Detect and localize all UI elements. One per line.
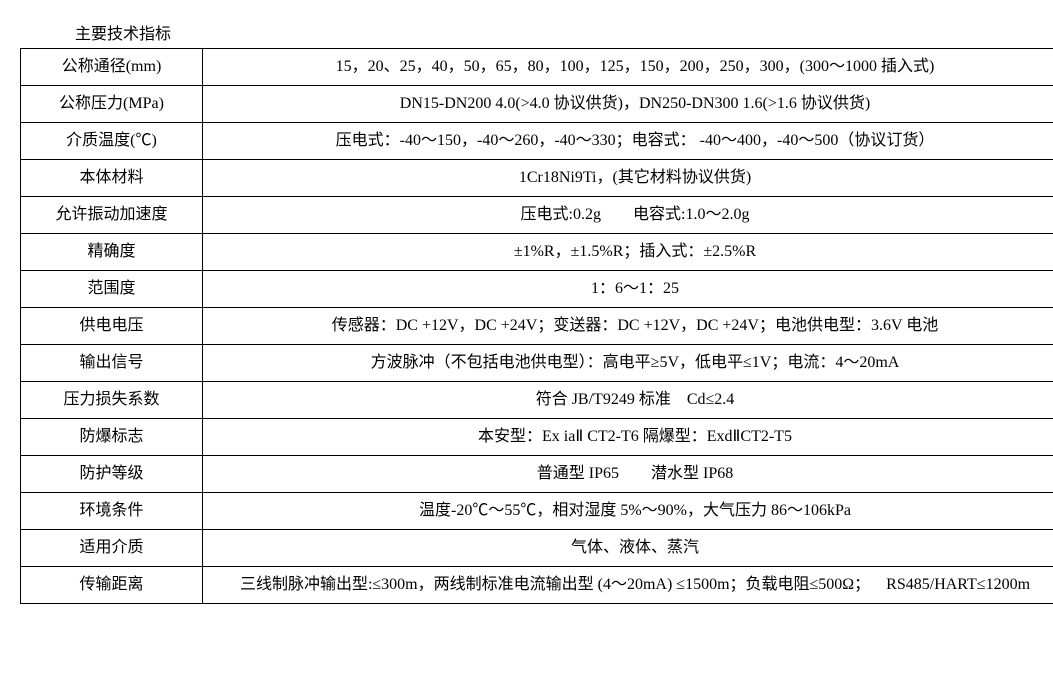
row-value: 普通型 IP65 潜水型 IP68	[203, 456, 1053, 493]
table-row: 适用介质气体、液体、蒸汽	[21, 530, 1053, 567]
row-value: 气体、液体、蒸汽	[203, 530, 1053, 567]
table-row: 压力损失系数符合 JB/T9249 标准 Cd≤2.4	[21, 382, 1053, 419]
table-row: 公称通径(mm)15，20、25，40，50，65，80，100，125，150…	[21, 49, 1053, 86]
row-value: 方波脉冲（不包括电池供电型）：高电平≥5V，低电平≤1V；电流：4～20mA	[203, 345, 1053, 382]
table-row: 介质温度(℃)压电式：-40～150，-40～260，-40～330；电容式： …	[21, 123, 1053, 160]
row-label: 精确度	[21, 234, 203, 271]
table-row: 环境条件温度-20℃～55℃，相对湿度 5%～90%，大气压力 86～106kP…	[21, 493, 1053, 530]
row-value: 压电式:0.2g 电容式:1.0～2.0g	[203, 197, 1053, 234]
row-label: 公称压力(MPa)	[21, 86, 203, 123]
row-label: 防爆标志	[21, 419, 203, 456]
spec-title: 主要技术指标	[20, 20, 1033, 44]
table-row: 传输距离三线制脉冲输出型:≤300m，两线制标准电流输出型 (4～20mA) ≤…	[21, 567, 1053, 604]
row-label: 供电电压	[21, 308, 203, 345]
row-label: 允许振动加速度	[21, 197, 203, 234]
row-value: 压电式：-40～150，-40～260，-40～330；电容式： -40～400…	[203, 123, 1053, 160]
row-label: 传输距离	[21, 567, 203, 604]
row-label: 介质温度(℃)	[21, 123, 203, 160]
table-row: 防爆标志本安型：Ex iaⅡ CT2-T6 隔爆型：ExdⅡCT2-T5	[21, 419, 1053, 456]
table-row: 公称压力(MPa)DN15-DN200 4.0(>4.0 协议供货)，DN250…	[21, 86, 1053, 123]
row-value: 三线制脉冲输出型:≤300m，两线制标准电流输出型 (4～20mA) ≤1500…	[203, 567, 1053, 604]
table-row: 防护等级普通型 IP65 潜水型 IP68	[21, 456, 1053, 493]
table-row: 输出信号方波脉冲（不包括电池供电型）：高电平≥5V，低电平≤1V；电流：4～20…	[21, 345, 1053, 382]
row-value: 传感器：DC +12V，DC +24V；变送器：DC +12V，DC +24V；…	[203, 308, 1053, 345]
row-label: 范围度	[21, 271, 203, 308]
row-value: 15，20、25，40，50，65，80，100，125，150，200，250…	[203, 49, 1053, 86]
row-value: ±1%R，±1.5%R；插入式：±2.5%R	[203, 234, 1053, 271]
spec-table-body: 公称通径(mm)15，20、25，40，50，65，80，100，125，150…	[21, 49, 1053, 604]
row-label: 本体材料	[21, 160, 203, 197]
spec-document: 主要技术指标 公称通径(mm)15，20、25，40，50，65，80，100，…	[20, 20, 1033, 604]
row-value: 温度-20℃～55℃，相对湿度 5%～90%，大气压力 86～106kPa	[203, 493, 1053, 530]
table-row: 本体材料1Cr18Ni9Ti，(其它材料协议供货)	[21, 160, 1053, 197]
row-label: 压力损失系数	[21, 382, 203, 419]
row-label: 输出信号	[21, 345, 203, 382]
row-value: 1Cr18Ni9Ti，(其它材料协议供货)	[203, 160, 1053, 197]
row-value: DN15-DN200 4.0(>4.0 协议供货)，DN250-DN300 1.…	[203, 86, 1053, 123]
table-row: 供电电压传感器：DC +12V，DC +24V；变送器：DC +12V，DC +…	[21, 308, 1053, 345]
row-label: 适用介质	[21, 530, 203, 567]
row-value: 本安型：Ex iaⅡ CT2-T6 隔爆型：ExdⅡCT2-T5	[203, 419, 1053, 456]
row-label: 防护等级	[21, 456, 203, 493]
row-label: 环境条件	[21, 493, 203, 530]
spec-table: 公称通径(mm)15，20、25，40，50，65，80，100，125，150…	[20, 48, 1053, 604]
row-value: 符合 JB/T9249 标准 Cd≤2.4	[203, 382, 1053, 419]
row-value: 1：6～1：25	[203, 271, 1053, 308]
table-row: 精确度±1%R，±1.5%R；插入式：±2.5%R	[21, 234, 1053, 271]
table-row: 允许振动加速度压电式:0.2g 电容式:1.0～2.0g	[21, 197, 1053, 234]
row-label: 公称通径(mm)	[21, 49, 203, 86]
table-row: 范围度1：6～1：25	[21, 271, 1053, 308]
